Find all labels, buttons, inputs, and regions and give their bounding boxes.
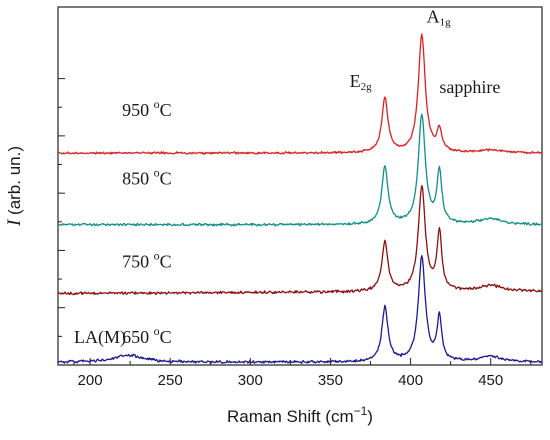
peak-a1g-label: A1g — [427, 6, 452, 28]
plot-frame — [57, 6, 543, 366]
tick-layer: 200 250 300 350 400 450 — [58, 78, 532, 389]
x-tick-label: 250 — [158, 372, 183, 389]
series-line-650c — [57, 255, 542, 364]
series-line-850c — [57, 113, 542, 227]
x-tick-label: 200 — [78, 372, 103, 389]
x-tick-label: 400 — [398, 372, 423, 389]
peak-e2g-label: E2g — [350, 71, 373, 93]
y-axis-title: I (arb. un.) — [4, 146, 25, 227]
x-tick-label: 300 — [238, 372, 263, 389]
x-axis-title: Raman Shift (cm−1) — [227, 404, 373, 426]
annotation-layer: 950 oC 850 oC 750 oC 650 oC E2g A1g sapphire LA… — [74, 6, 500, 348]
x-tick-label: 350 — [318, 372, 343, 389]
temp-850-label: 850 oC — [122, 166, 172, 189]
series-line-750c — [57, 184, 543, 296]
temp-750-label: 750 oC — [122, 249, 172, 272]
peak-sapphire-label: sapphire — [439, 77, 500, 97]
temp-950-label: 950 oC — [122, 97, 172, 120]
la-m-label: LA(M) — [74, 327, 126, 348]
series-line-950c — [57, 33, 543, 155]
x-tick-label: 450 — [478, 372, 503, 389]
series-layer — [57, 33, 543, 364]
temp-650-label: 650 oC — [122, 324, 172, 347]
